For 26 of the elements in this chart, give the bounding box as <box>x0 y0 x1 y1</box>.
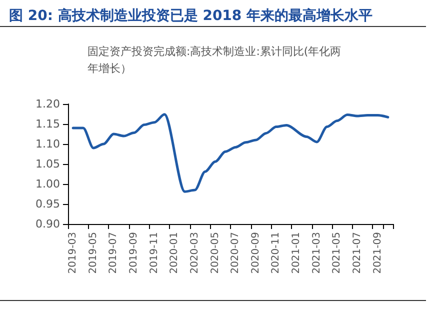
y-tick-label: 0.90 <box>36 218 60 230</box>
line-series <box>72 113 390 193</box>
x-tick-label: 2020-07 <box>230 232 242 274</box>
y-tick-label: 1.10 <box>36 138 60 150</box>
x-tick-label: 2020-01 <box>169 232 180 274</box>
y-tick-label: 1.15 <box>36 118 60 130</box>
y-tick-label: 1.00 <box>36 178 60 190</box>
x-tick-label: 2021-09 <box>372 232 384 274</box>
chart-subtitle: 固定资产投资完成额:高技术制造业:累计同比(年化两年增长） <box>88 45 342 75</box>
y-tick-label: 1.05 <box>36 158 60 170</box>
chart-title: 图 20: 高技术制造业投资已是 2018 年来的最高增长水平 <box>9 7 373 24</box>
x-tick-label: 2019-05 <box>88 232 99 274</box>
x-tick-label: 2019-11 <box>148 232 160 274</box>
x-tick-label: 2020-09 <box>250 232 262 274</box>
x-tick-label: 2019-09 <box>128 232 140 274</box>
x-tick-label: 2019-03 <box>68 232 79 274</box>
y-tick-label: 1.20 <box>36 98 60 110</box>
y-tick-label: 0.95 <box>36 198 60 210</box>
x-tick-label: 2021-03 <box>311 232 322 274</box>
x-tick-label: 2021-07 <box>352 232 363 274</box>
x-tick-label: 2020-03 <box>189 232 200 274</box>
x-tick-label: 2021-01 <box>291 232 302 274</box>
x-tick-label: 2021-05 <box>332 232 343 274</box>
x-tick-label: 2020-05 <box>210 232 221 274</box>
x-tick-label: 2020-11 <box>270 232 282 274</box>
x-tick-label: 2019-07 <box>108 232 120 274</box>
